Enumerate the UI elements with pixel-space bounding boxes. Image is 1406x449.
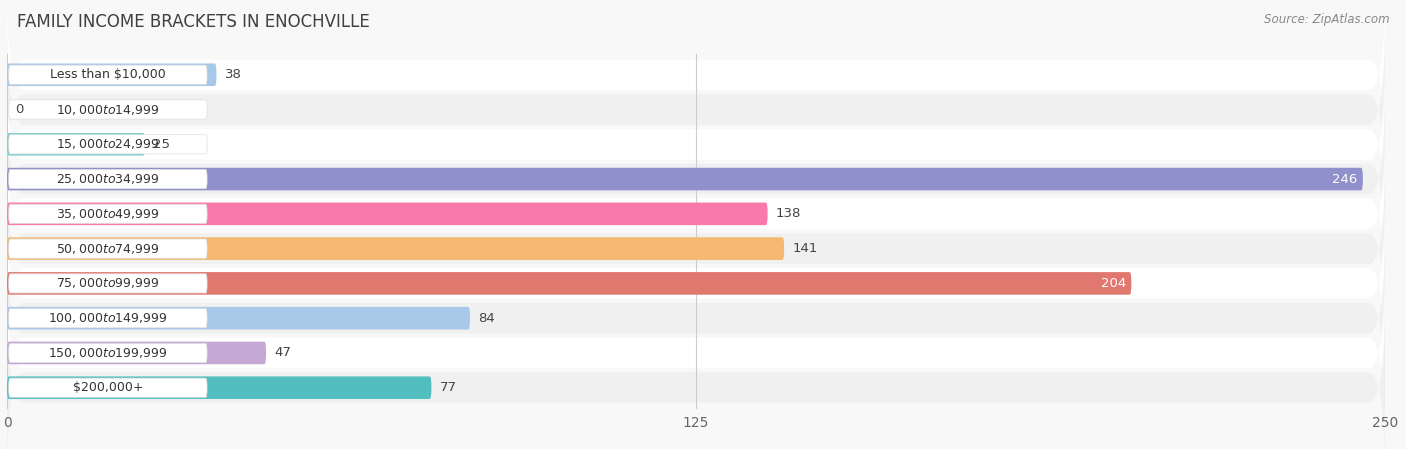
Text: 246: 246 bbox=[1331, 172, 1357, 185]
FancyBboxPatch shape bbox=[8, 65, 207, 84]
FancyBboxPatch shape bbox=[7, 55, 1385, 233]
Text: $15,000 to $24,999: $15,000 to $24,999 bbox=[56, 137, 160, 151]
FancyBboxPatch shape bbox=[7, 125, 1385, 303]
FancyBboxPatch shape bbox=[8, 204, 207, 224]
FancyBboxPatch shape bbox=[7, 229, 1385, 407]
Text: $200,000+: $200,000+ bbox=[73, 381, 143, 394]
Text: 141: 141 bbox=[793, 242, 818, 255]
Text: 204: 204 bbox=[1101, 277, 1126, 290]
FancyBboxPatch shape bbox=[8, 343, 207, 362]
Text: $75,000 to $99,999: $75,000 to $99,999 bbox=[56, 277, 160, 291]
Text: 25: 25 bbox=[153, 138, 170, 151]
Text: Less than $10,000: Less than $10,000 bbox=[51, 68, 166, 81]
FancyBboxPatch shape bbox=[7, 133, 145, 156]
Text: $35,000 to $49,999: $35,000 to $49,999 bbox=[56, 207, 160, 221]
FancyBboxPatch shape bbox=[7, 272, 1132, 295]
FancyBboxPatch shape bbox=[7, 0, 1385, 164]
FancyBboxPatch shape bbox=[7, 159, 1385, 338]
FancyBboxPatch shape bbox=[7, 299, 1385, 449]
FancyBboxPatch shape bbox=[7, 238, 785, 260]
FancyBboxPatch shape bbox=[7, 63, 217, 86]
FancyBboxPatch shape bbox=[8, 378, 207, 397]
Text: 47: 47 bbox=[274, 347, 291, 360]
FancyBboxPatch shape bbox=[7, 168, 1362, 190]
Text: 84: 84 bbox=[478, 312, 495, 325]
FancyBboxPatch shape bbox=[8, 239, 207, 258]
FancyBboxPatch shape bbox=[7, 21, 1385, 198]
FancyBboxPatch shape bbox=[8, 169, 207, 189]
Text: $150,000 to $199,999: $150,000 to $199,999 bbox=[48, 346, 167, 360]
FancyBboxPatch shape bbox=[7, 307, 470, 330]
Text: 0: 0 bbox=[15, 103, 24, 116]
FancyBboxPatch shape bbox=[8, 274, 207, 293]
FancyBboxPatch shape bbox=[7, 202, 768, 225]
Text: 38: 38 bbox=[225, 68, 242, 81]
Text: Source: ZipAtlas.com: Source: ZipAtlas.com bbox=[1264, 13, 1389, 26]
FancyBboxPatch shape bbox=[8, 135, 207, 154]
FancyBboxPatch shape bbox=[7, 90, 1385, 268]
Text: $25,000 to $34,999: $25,000 to $34,999 bbox=[56, 172, 160, 186]
FancyBboxPatch shape bbox=[7, 264, 1385, 442]
FancyBboxPatch shape bbox=[7, 342, 266, 364]
Text: 77: 77 bbox=[440, 381, 457, 394]
FancyBboxPatch shape bbox=[8, 308, 207, 328]
Text: $10,000 to $14,999: $10,000 to $14,999 bbox=[56, 102, 160, 117]
Text: FAMILY INCOME BRACKETS IN ENOCHVILLE: FAMILY INCOME BRACKETS IN ENOCHVILLE bbox=[17, 13, 370, 31]
Text: 138: 138 bbox=[776, 207, 801, 220]
FancyBboxPatch shape bbox=[8, 100, 207, 119]
FancyBboxPatch shape bbox=[7, 376, 432, 399]
Text: $50,000 to $74,999: $50,000 to $74,999 bbox=[56, 242, 160, 255]
FancyBboxPatch shape bbox=[7, 194, 1385, 372]
Text: $100,000 to $149,999: $100,000 to $149,999 bbox=[48, 311, 167, 325]
